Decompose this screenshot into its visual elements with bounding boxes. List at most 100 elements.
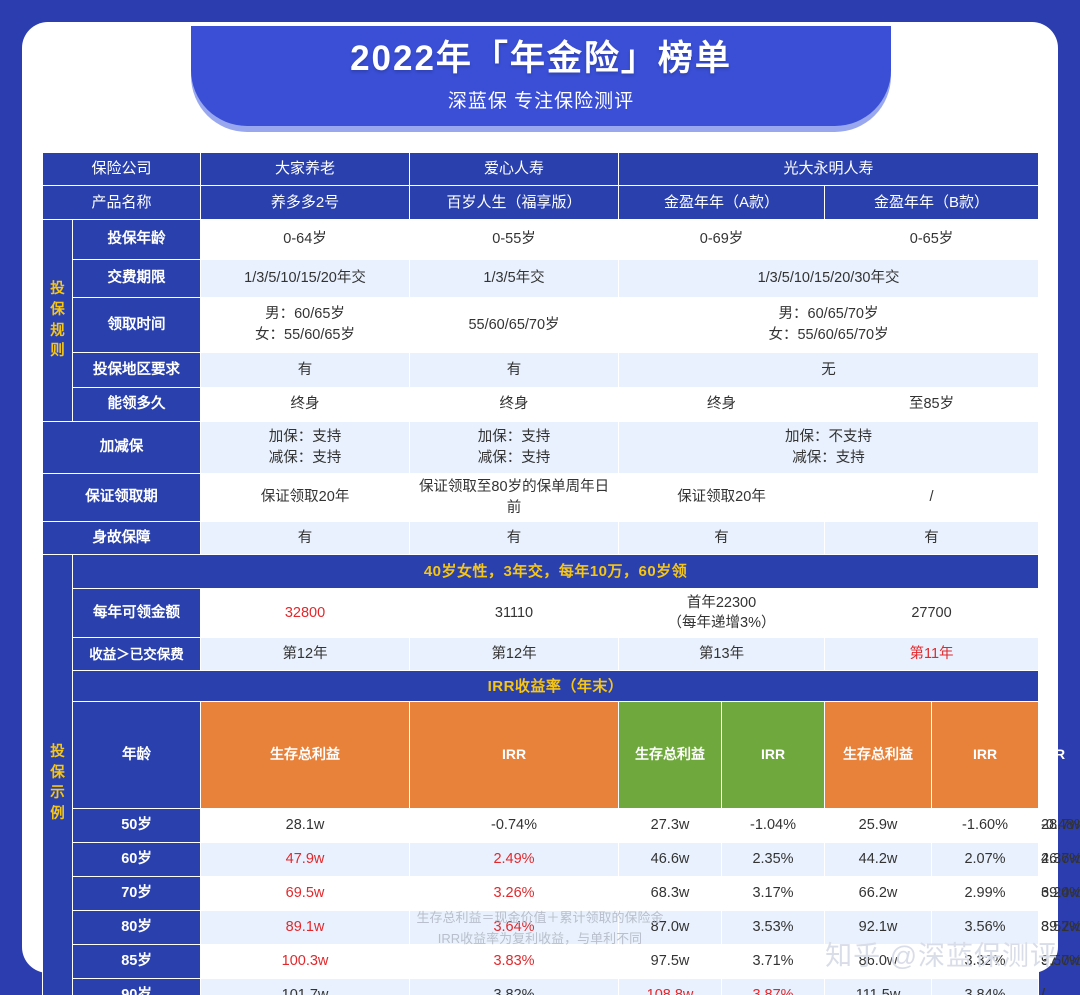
rule-4-cell-3: 至85岁 [824, 387, 1040, 422]
irr-2-c1: 3.26% [409, 875, 620, 911]
table-row-annual-payout: 每年可领金额 32800 31110 首年22300 （每年递增3%） 27700 [43, 588, 1040, 639]
irr-3-c5: 3.56% [931, 909, 1040, 945]
rule-1-cell-1: 1/3/5年交 [409, 259, 620, 298]
comparison-table: 保险公司 大家养老 爱心人寿 光大永明人寿 产品名称 养多多2号 百岁人生（福享… [41, 152, 1080, 995]
rule-2-cell-2: 男：60/65/70岁 女：55/60/65/70岁 [618, 297, 1040, 353]
table-row-irr-80: 80岁 89.1w 3.64% 87.0w 3.53% 92.1w 3.56% … [43, 909, 1080, 945]
table-row-rule-duration: 能领多久 终身 终身 终身 至85岁 [43, 387, 1040, 422]
irr-1-c2: 46.6w [618, 841, 723, 877]
page-title: 2022年「年金险」榜单 [350, 38, 732, 78]
rule-wide-2-cell-0: 有 [200, 521, 411, 556]
irr-row-age-2: 70岁 [71, 875, 202, 911]
irr-5-c2: 108.8w [618, 977, 723, 995]
rule-label-3: 投保地区要求 [71, 352, 202, 388]
irr-4-c3: 3.71% [721, 943, 826, 979]
irr-1-c4: 44.2w [824, 841, 933, 877]
rule-4-cell-0: 终身 [200, 387, 411, 422]
rule-wide-0-cell-0: 加保：支持 减保：支持 [200, 421, 411, 474]
table-row-irr-header: 年龄 生存总利益 IRR 生存总利益 IRR 生存总利益 IRR 生存总利益 I… [43, 701, 1065, 809]
table-row-irr-85: 85岁 100.3w 3.83% 97.5w 3.71% 86.0w 3.32%… [43, 943, 1080, 979]
example-0-cell-3: 27700 [824, 588, 1040, 639]
table-row-example-banner: 投保 示例 40岁女性，3年交，每年10万，60岁领 [42, 554, 1040, 995]
title-banner: 2022年「年金险」榜单 深蓝保 专注保险测评 [191, 26, 891, 126]
rule-2-cell-0: 男：60/65岁 女：55/60/65岁 [200, 297, 411, 353]
example-1-cell-0: 第12年 [200, 637, 411, 672]
table-row-product: 产品名称 养多多2号 百岁人生（福享版） 金盈年年（A款） 金盈年年（B款） [41, 185, 1040, 220]
rule-0-cell-3: 0-65岁 [824, 219, 1040, 260]
rule-0-cell-1: 0-55岁 [409, 219, 620, 260]
irr-row-age-5: 90岁 [71, 977, 202, 995]
rule-4-cell-2: 终身 [618, 387, 826, 422]
irr-1-c5: 2.07% [931, 841, 1040, 877]
rule-wide-2-cell-3: 有 [824, 521, 1040, 556]
rule-wide-0-cell-2: 加保：不支持 减保：支持 [618, 421, 1040, 474]
example-0-cell-2: 首年22300 （每年递增3%） [618, 588, 826, 639]
rule-1-cell-2: 1/3/5/10/15/20/30年交 [618, 259, 1040, 298]
rule-wide-1-cell-0: 保证领取20年 [200, 472, 411, 523]
irr-5-c0: 101.7w [200, 977, 411, 995]
irr-2-c4: 66.2w [824, 875, 933, 911]
table-row-company: 保险公司 大家养老 爱心人寿 光大永明人寿 [41, 152, 1040, 186]
table-row-irr-banner: IRR收益率（年末） [43, 670, 1040, 703]
irr-col-header-3: IRR [721, 701, 826, 809]
irr-col-header-4: 生存总利益 [824, 701, 933, 809]
rule-wide-2-cell-2: 有 [618, 521, 826, 556]
rule-label-4: 能领多久 [71, 387, 202, 422]
comparison-table-wrap: 保险公司 大家养老 爱心人寿 光大永明人寿 产品名称 养多多2号 百岁人生（福享… [41, 152, 1080, 995]
example-1-cell-1: 第12年 [409, 637, 620, 672]
rule-wide-1-cell-3: / [824, 472, 1040, 523]
footnote-1: IRR收益率为复利收益，与单利不同 [437, 930, 643, 946]
rule-wide-0-cell-1: 加保：支持 减保：支持 [409, 421, 620, 474]
irr-4-c1: 3.83% [409, 943, 620, 979]
product-cell-0: 养多多2号 [200, 185, 411, 220]
rule-3-cell-1: 有 [409, 352, 620, 388]
company-cell-1: 爱心人寿 [409, 152, 620, 186]
table-row-irr-60: 60岁 47.9w 2.49% 46.6w 2.35% 44.2w 2.07% … [43, 841, 1080, 877]
irr-0-c3: -1.04% [721, 807, 826, 843]
rule-wide-label-1: 保证领取期 [41, 472, 202, 523]
irr-5-c4: 111.5w [824, 977, 933, 995]
irr-4-c4: 86.0w [824, 943, 933, 979]
irr-col-header-0: 生存总利益 [200, 701, 411, 809]
irr-4-c0: 100.3w [200, 943, 411, 979]
company-cell-0: 大家养老 [200, 152, 411, 186]
footnote-0: 生存总利益＝现金价值＋累计领取的保险金 [416, 910, 664, 925]
irr-3-c2: 87.0w [618, 909, 723, 945]
irr-col-header-1: IRR [409, 701, 620, 809]
irr-3-c4: 92.1w [824, 909, 933, 945]
irr-age-header: 年龄 [71, 701, 202, 809]
rule-label-1: 交费期限 [71, 259, 202, 298]
irr-col-header-5: IRR [931, 701, 1040, 809]
example-0-cell-0: 32800 [200, 588, 411, 639]
irr-5-c3: 3.87% [721, 977, 826, 995]
rule-3-cell-0: 有 [200, 352, 411, 388]
irr-row-age-3: 80岁 [71, 909, 202, 945]
rule-3-cell-2: 无 [618, 352, 1040, 388]
irr-1-c1: 2.49% [409, 841, 620, 877]
rule-wide-2-cell-1: 有 [409, 521, 620, 556]
company-row-label: 保险公司 [41, 152, 202, 186]
irr-1-c3: 2.35% [721, 841, 826, 877]
irr-5-c5: 3.84% [931, 977, 1040, 995]
table-row-rule-payterm: 交费期限 1/3/5/10/15/20年交 1/3/5年交 1/3/5/10/1… [43, 259, 1040, 298]
table-row-rule-payout-time: 领取时间 男：60/65岁 女：55/60/65岁 55/60/65/70岁 男：… [43, 297, 1040, 353]
rule-2-cell-1: 55/60/65/70岁 [409, 297, 620, 353]
irr-4-c5: 3.32% [931, 943, 1040, 979]
rule-label-2: 领取时间 [71, 297, 202, 353]
irr-0-c0: 28.1w [200, 807, 411, 843]
irr-2-c0: 69.5w [200, 875, 411, 911]
table-row-irr-90: 90岁 101.7w 3.82% 108.8w 3.87% 111.5w 3.8… [43, 977, 1045, 995]
irr-0-c5: -1.60% [931, 807, 1040, 843]
product-cell-3: 金盈年年（B款） [824, 185, 1040, 220]
irr-banner: IRR收益率（年末） [71, 670, 1040, 703]
irr-0-c1: -0.74% [409, 807, 620, 843]
example-0-cell-1: 31110 [409, 588, 620, 639]
irr-col-header-2: 生存总利益 [618, 701, 723, 809]
example-label-1: 收益＞已交保费 [71, 637, 202, 672]
example-1-cell-2: 第13年 [618, 637, 826, 672]
rule-wide-1-cell-1: 保证领取至80岁的保单周年日前 [409, 472, 620, 523]
irr-5-c1: 3.82% [409, 977, 620, 995]
table-row-adjust-coverage: 加减保 加保：支持 减保：支持 加保：支持 减保：支持 加保：不支持 减保：支持 [41, 421, 1040, 474]
rule-wide-label-0: 加减保 [41, 421, 202, 474]
